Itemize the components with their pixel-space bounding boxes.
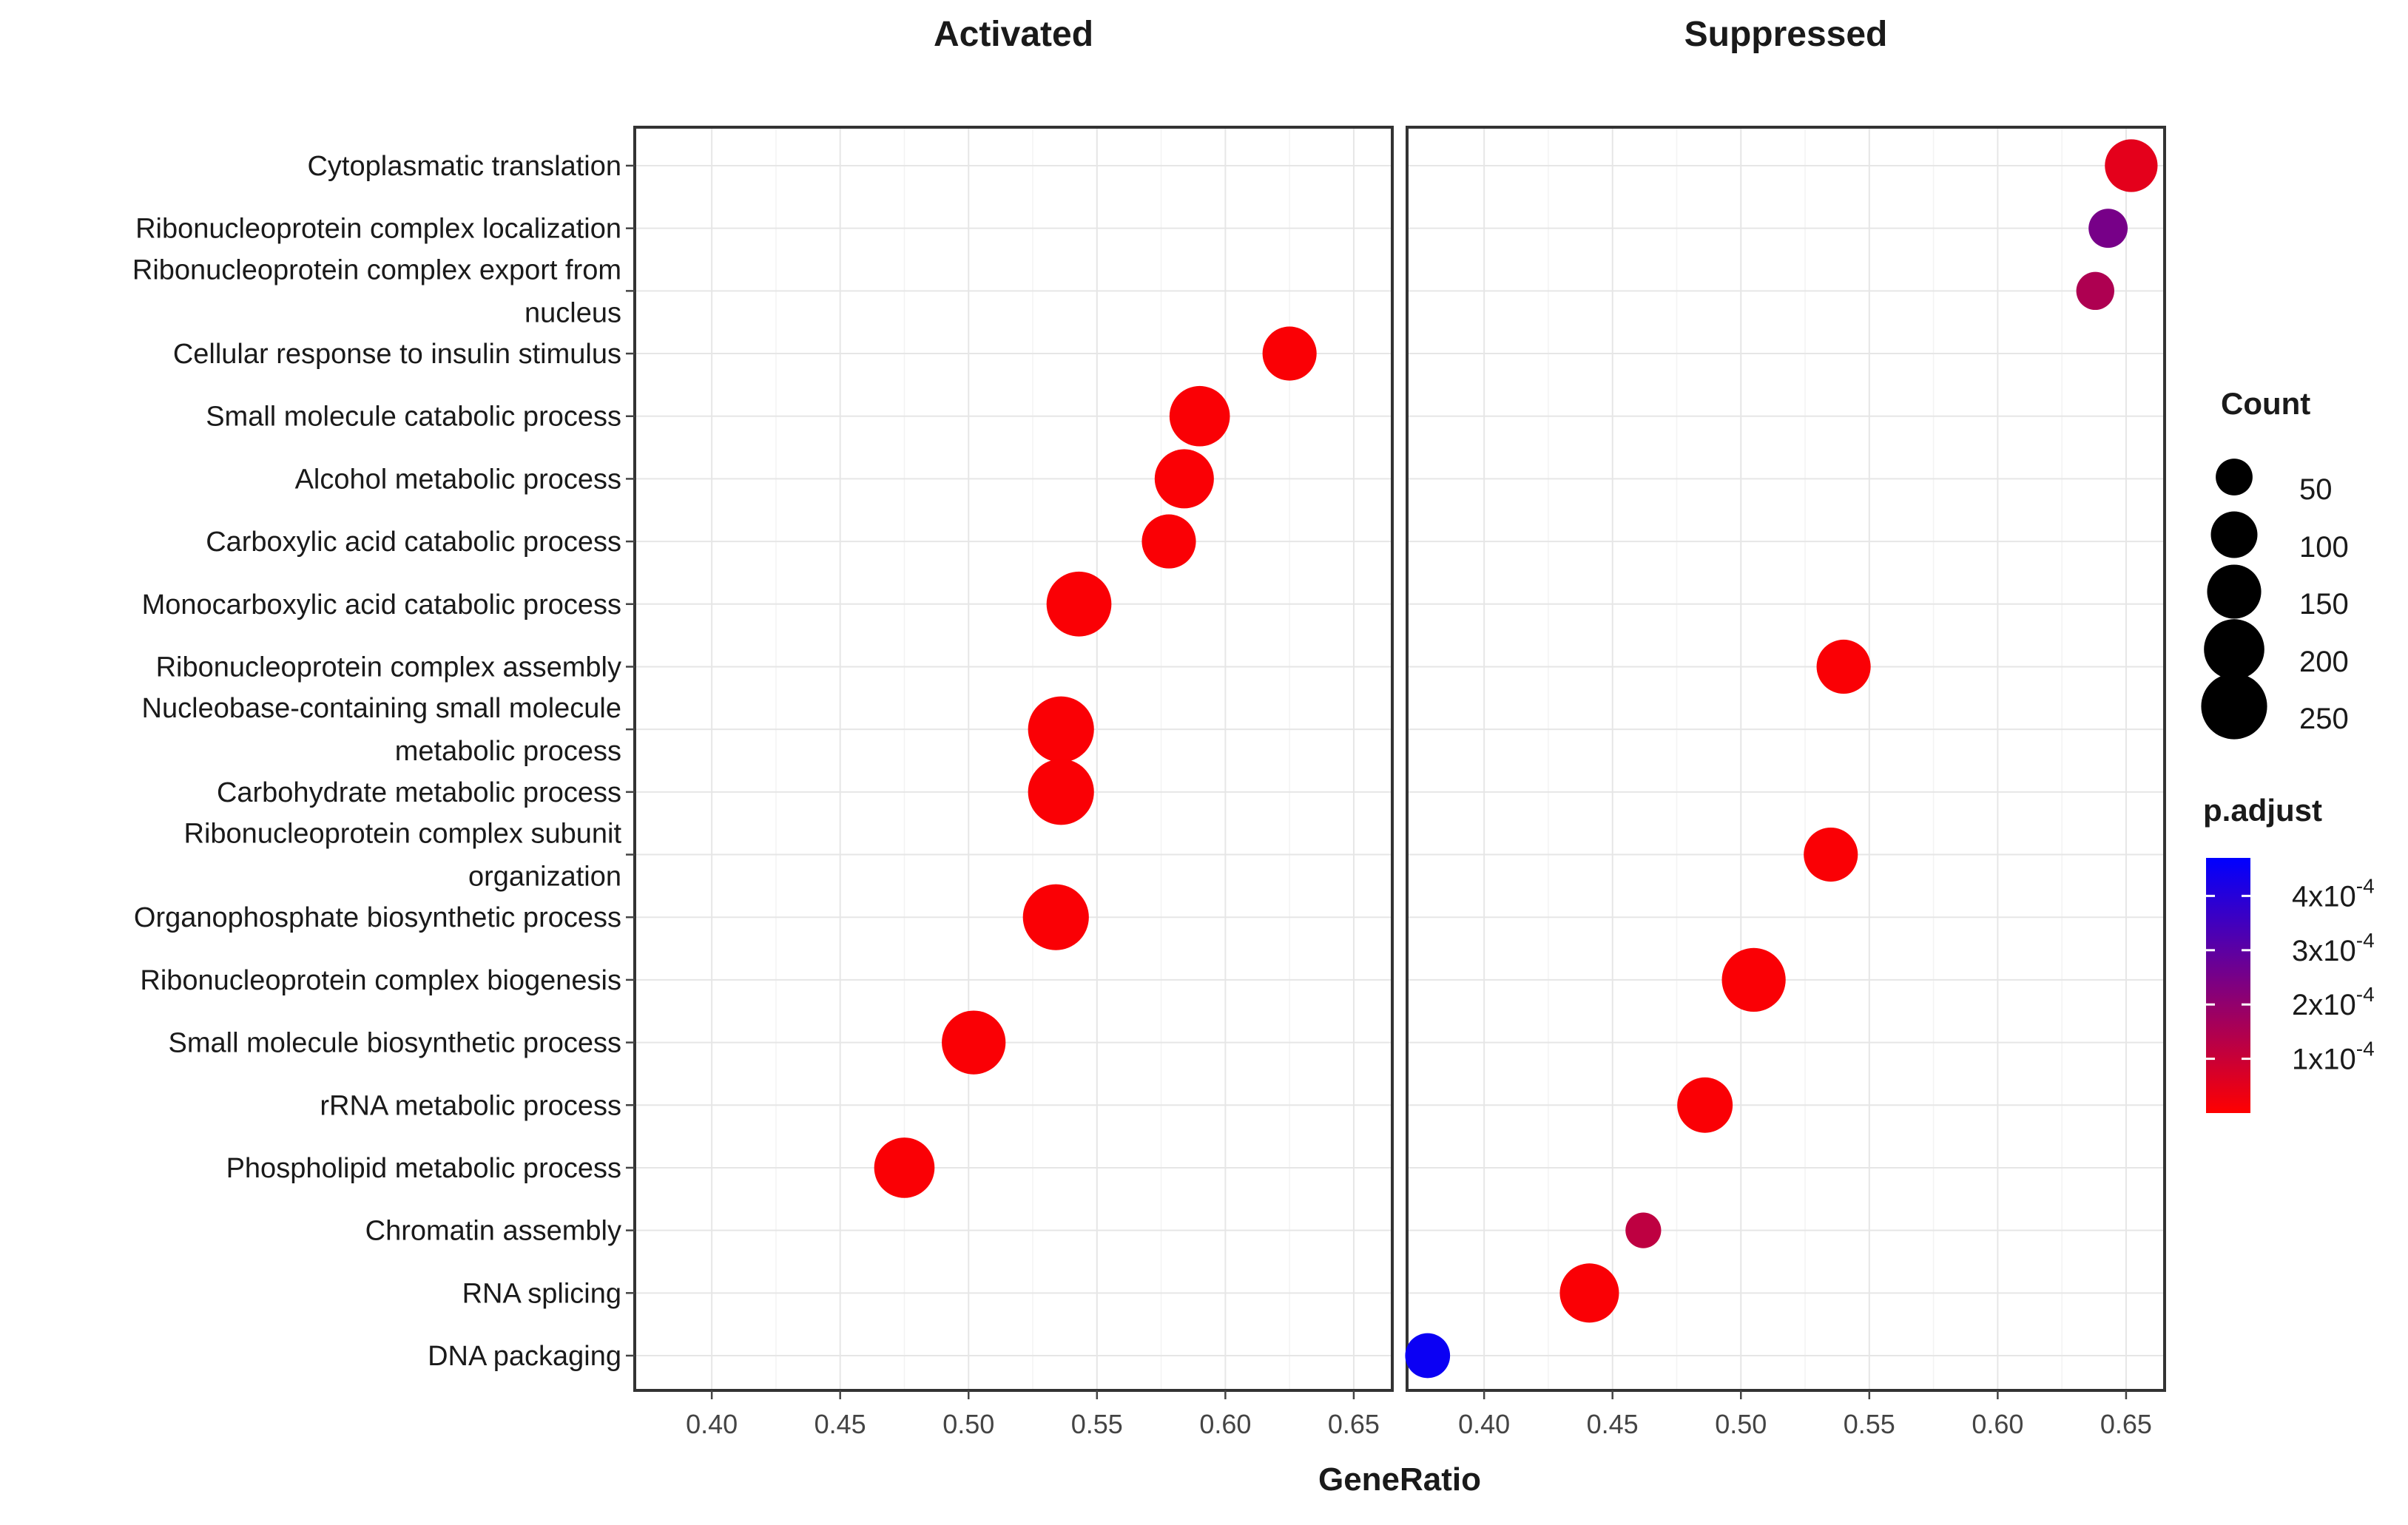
size-legend-label: 150: [2299, 588, 2349, 621]
size-legend-label: 250: [2299, 703, 2349, 735]
category-label: Carbohydrate metabolic process: [217, 777, 621, 808]
size-legend-label: 50: [2299, 473, 2333, 506]
legend-layer: Count 50 100 150 200 250 p.adjust 4x10-4 3x10-4 2…: [2201, 386, 2375, 1113]
dot-activated: [1262, 326, 1317, 381]
dot-suppressed: [1677, 1077, 1733, 1133]
facet-title-suppressed: Suppressed: [1684, 15, 1888, 54]
category-label: Ribonucleoprotein complex assembly: [156, 652, 621, 683]
dot-suppressed: [1816, 639, 1871, 694]
x-tick-label: 0.40: [686, 1409, 738, 1439]
dot-activated: [1046, 571, 1112, 637]
color-legend-label: 3x10-4: [2292, 929, 2375, 967]
category-label: rRNA metabolic process: [320, 1090, 621, 1121]
category-label: Monocarboxylic acid catabolic process: [142, 589, 621, 621]
x-tick-label: 0.45: [1587, 1409, 1639, 1439]
grid-layer: [635, 127, 2165, 1390]
size-legend-dot: [2201, 673, 2267, 740]
dot-activated: [1141, 514, 1196, 569]
category-label: Ribonucleoprotein complex subunit organiz…: [184, 819, 622, 893]
points-layer: [874, 139, 2158, 1379]
x-axis-title: GeneRatio: [1318, 1461, 1481, 1498]
category-label: Alcohol metabolic process: [295, 464, 621, 495]
dot-activated: [1169, 385, 1230, 447]
category-label: Ribonucleoprotein complex localization: [135, 214, 621, 245]
dot-suppressed: [2088, 209, 2128, 248]
category-label: Organophosphate biosynthetic process: [134, 902, 621, 933]
color-legend-label: 1x10-4: [2292, 1038, 2375, 1076]
category-label: Cytoplasmatic translation: [307, 151, 621, 182]
dot-activated: [1028, 759, 1094, 825]
category-label: Nucleobase-containing small molecule meta…: [142, 693, 621, 767]
category-label: Chromatin assembly: [365, 1216, 621, 1247]
x-tick-label: 0.45: [815, 1409, 866, 1439]
dot-suppressed: [2105, 139, 2158, 192]
dot-suppressed: [1559, 1263, 1619, 1323]
panels-layer: [626, 126, 2166, 1399]
panel-border-activated: [633, 126, 1394, 1392]
x-tick-label: 0.55: [1844, 1409, 1895, 1439]
category-label: RNA splicing: [462, 1278, 621, 1309]
x-tick-label: 0.50: [942, 1409, 994, 1439]
color-legend-title: p.adjust: [2203, 793, 2322, 828]
dot-suppressed: [1405, 1333, 1451, 1379]
category-label: Small molecule catabolic process: [206, 402, 621, 433]
x-tick-label: 0.65: [2100, 1409, 2152, 1439]
x-tick-label: 0.40: [1458, 1409, 1510, 1439]
panel-border-suppressed: [1406, 126, 2166, 1392]
size-legend-dot: [2204, 619, 2264, 680]
category-label: Ribonucleoprotein complex export from nuc…: [132, 254, 621, 328]
x-tick-label: 0.60: [1972, 1409, 2023, 1439]
dot-activated: [1022, 884, 1089, 950]
size-legend-label: 200: [2299, 646, 2349, 678]
dot-suppressed: [1804, 827, 1858, 882]
category-label: Carboxylic acid catabolic process: [206, 527, 621, 558]
labels-layer: Activated 0.40 0.45 0.50 0.55 0.60 0.65 Suppres…: [132, 15, 2152, 1498]
dot-suppressed: [1721, 947, 1786, 1012]
category-label: Phospholipid metabolic process: [226, 1153, 621, 1184]
color-legend-label: 4x10-4: [2292, 874, 2375, 913]
dot-activated: [1028, 696, 1094, 762]
x-tick-label: 0.50: [1715, 1409, 1767, 1439]
size-legend-label: 100: [2299, 531, 2349, 564]
size-legend-dot: [2210, 511, 2258, 558]
color-legend-bar: [2206, 858, 2250, 1113]
dot-suppressed: [1625, 1212, 1662, 1248]
x-tick-label: 0.60: [1199, 1409, 1251, 1439]
category-label: Ribonucleoprotein complex biogenesis: [140, 965, 621, 996]
dot-activated: [1154, 449, 1214, 509]
category-label: DNA packaging: [428, 1341, 621, 1372]
color-legend-label: 2x10-4: [2292, 983, 2375, 1021]
category-label: Small molecule biosynthetic process: [169, 1028, 622, 1059]
category-label: Cellular response to insulin stimulus: [173, 339, 621, 370]
dot-activated: [942, 1010, 1006, 1075]
facet-title-activated: Activated: [934, 15, 1093, 54]
dot-suppressed: [2076, 271, 2114, 311]
x-tick-label: 0.65: [1328, 1409, 1380, 1439]
size-legend-title: Count: [2221, 386, 2310, 421]
size-legend-dot: [2207, 564, 2262, 619]
dot-activated: [874, 1137, 935, 1198]
x-tick-label: 0.55: [1071, 1409, 1123, 1439]
size-legend-dot: [2216, 459, 2253, 496]
